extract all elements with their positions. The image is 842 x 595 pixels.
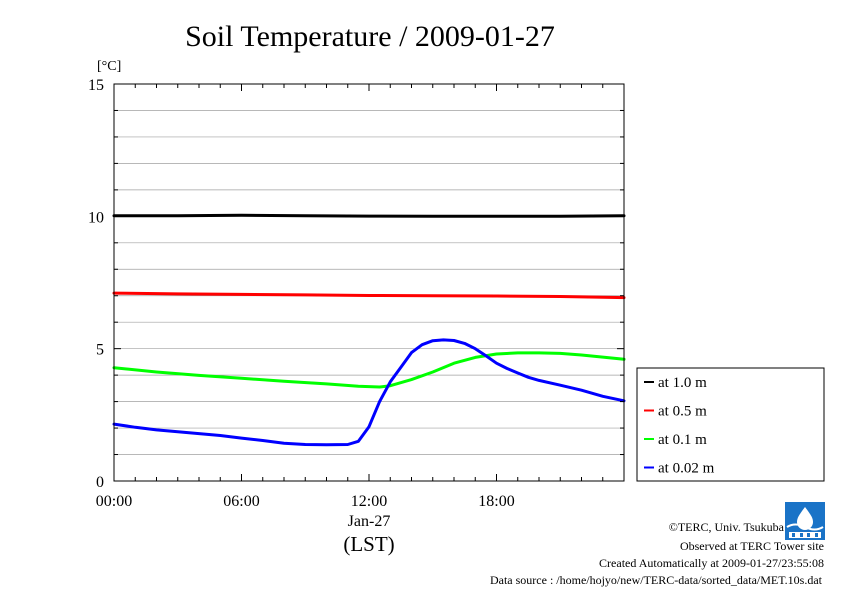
- plot-frame: [113, 83, 625, 482]
- y-tick-label: 0: [96, 474, 104, 491]
- legend-label: at 1.0 m: [658, 375, 707, 391]
- legend-label: at 0.5 m: [658, 404, 707, 420]
- legend: at 1.0 m at 0.5 m at 0.1 m at 0.02 m: [636, 367, 825, 482]
- x-axis-date-label: Jan-27: [348, 513, 391, 530]
- x-tick-label: 18:00: [478, 493, 514, 510]
- series-lines: [112, 213, 626, 447]
- y-tick-label: 15: [88, 77, 104, 94]
- footer-observed: Observed at TERC Tower site: [679, 539, 824, 553]
- terc-logo-icon: [785, 502, 825, 540]
- series-line-2: [112, 351, 626, 389]
- y-tick-label: 5: [96, 342, 104, 359]
- x-tick-label: 12:00: [351, 493, 387, 510]
- series-line-3: [112, 338, 626, 447]
- footer-source: Data source : /home/hojyo/new/TERC-data/…: [489, 573, 822, 587]
- y-axis-ticks: 0 5 10 15: [88, 77, 624, 491]
- series-line-0: [112, 213, 626, 218]
- x-axis-ticks: 00:00 06:00 12:00 18:00: [96, 84, 604, 510]
- footer-created: Created Automatically at 2009-01-27/23:5…: [599, 556, 824, 570]
- series-line-1: [112, 291, 626, 300]
- grid-lines: [114, 110, 624, 455]
- y-tick-label: 10: [88, 209, 104, 226]
- x-tick-label: 00:00: [96, 493, 132, 510]
- legend-label: at 0.1 m: [658, 432, 707, 448]
- chart-title: Soil Temperature / 2009-01-27: [185, 20, 555, 53]
- y-axis-unit: [°C]: [97, 59, 121, 74]
- legend-label: at 0.02 m: [658, 461, 715, 477]
- footer-copyright: ©TERC, Univ. Tsukuba: [668, 520, 784, 534]
- legend-box: [636, 367, 825, 482]
- x-tick-label: 06:00: [223, 493, 259, 510]
- x-axis-label: (LST): [343, 532, 394, 556]
